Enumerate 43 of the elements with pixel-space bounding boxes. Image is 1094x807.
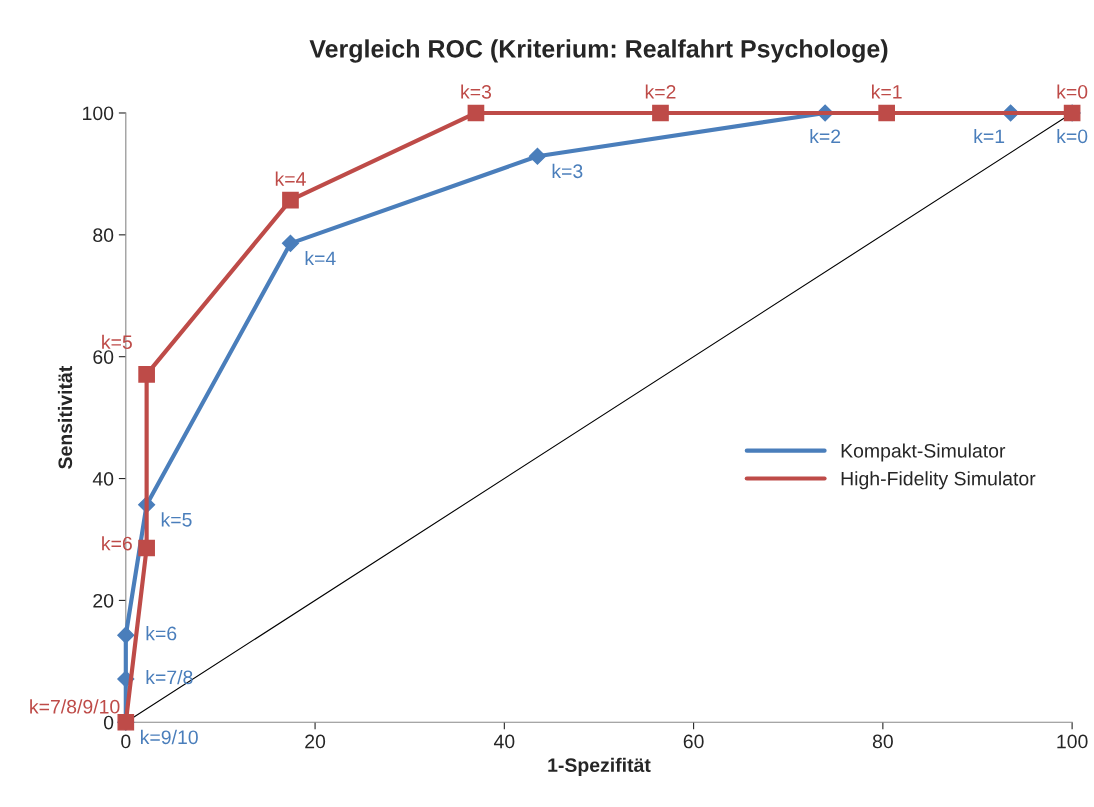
point <box>652 104 669 122</box>
annotation: k=0 <box>1057 128 1088 144</box>
annotation: k=3 <box>552 163 583 179</box>
annotation: k=3 <box>461 84 492 99</box>
point <box>281 234 300 252</box>
annotation: k=6 <box>102 536 132 551</box>
x-axis-title: 1-Spezifität <box>548 757 651 776</box>
legend-label: High-Fidelity Simulator <box>841 471 1036 490</box>
y-tick-label: 40 <box>92 472 114 486</box>
point <box>138 366 155 383</box>
point <box>467 104 485 122</box>
annotation: k=0 <box>1057 84 1088 99</box>
x-tick-label: 100 <box>1057 734 1088 749</box>
point <box>117 626 135 644</box>
annotation: k=1 <box>872 84 902 99</box>
annotation: k=7/8/9/10 <box>30 699 120 714</box>
x-tick-label: 0 <box>121 734 131 749</box>
y-tick-label: 20 <box>93 593 114 608</box>
annotation: k=6 <box>146 626 177 641</box>
point <box>138 539 155 557</box>
x-tick-label: 60 <box>683 734 704 749</box>
point <box>528 147 547 165</box>
x-tick-label: 20 <box>305 734 326 749</box>
y-tick-label: 0 <box>103 715 114 730</box>
y-axis-title: Sensitivität <box>57 365 73 469</box>
annotation: k=5 <box>161 512 192 527</box>
point <box>878 104 895 122</box>
annotation: k=7/8 <box>146 669 193 685</box>
annotation: k=4 <box>275 171 306 186</box>
point <box>282 191 299 209</box>
chart-title: Vergleich ROC (Kriterium: Realfahrt Psychologe) <box>309 39 888 63</box>
annotation: k=2 <box>645 84 676 99</box>
annotation: k=2 <box>810 128 841 144</box>
legend-label: Kompakt-Simulator <box>841 443 1006 462</box>
y-tick-label: 100 <box>83 106 114 121</box>
annotation: k=1 <box>974 128 1005 144</box>
y-tick-label: 60 <box>93 350 114 364</box>
y-tick-label: 80 <box>93 228 114 243</box>
x-tick-label: 80 <box>872 734 893 749</box>
annotation: k=9/10 <box>141 729 198 745</box>
annotation: k=5 <box>102 334 132 350</box>
x-tick-label: 40 <box>493 734 515 749</box>
annotation: k=4 <box>305 250 336 266</box>
